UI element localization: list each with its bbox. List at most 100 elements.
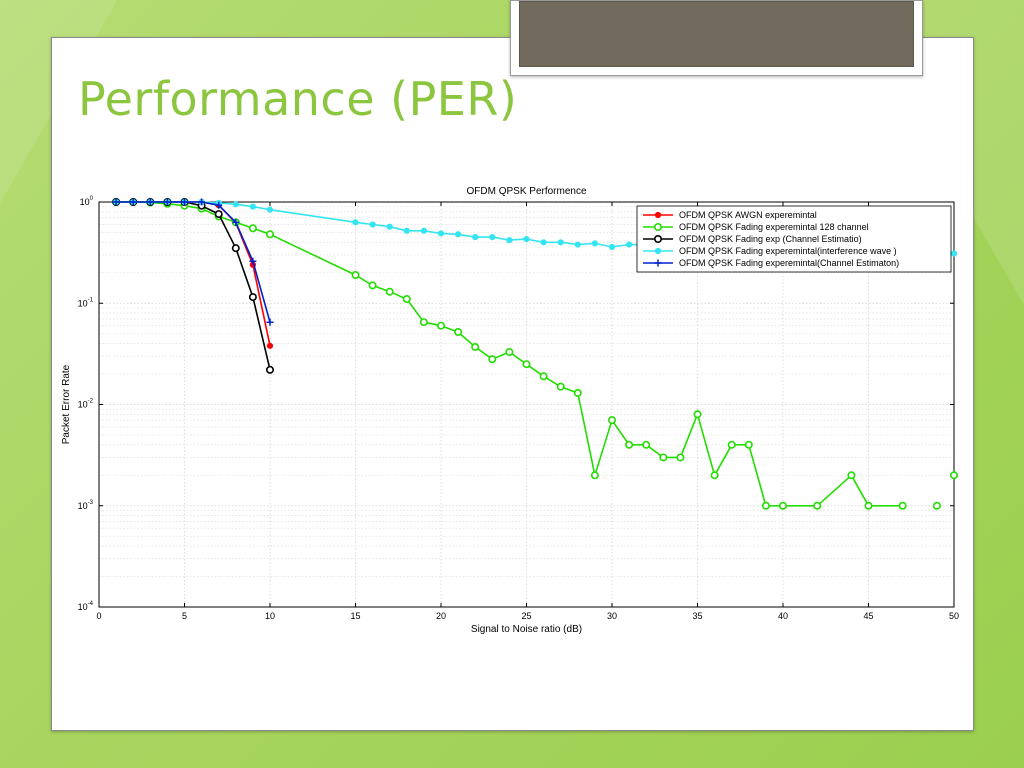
data-point (864, 501, 873, 510)
x-tick-label: 30 (607, 611, 617, 621)
data-point (608, 243, 616, 251)
x-tick-label: 0 (96, 611, 101, 621)
data-point (215, 201, 223, 209)
data-point (454, 328, 463, 337)
data-point (471, 342, 480, 351)
data-point (163, 198, 171, 206)
data-point (676, 453, 685, 462)
data-point (642, 440, 651, 449)
data-point (607, 416, 616, 425)
data-point (248, 224, 257, 233)
legend-entry: OFDM QPSK Fading exp (Channel Estimatio) (643, 234, 862, 244)
decorative-fill (519, 1, 914, 67)
y-tick-label: 100 (80, 196, 94, 207)
legend-label: OFDM QPSK Fading experemintal(Channel Es… (679, 258, 899, 268)
data-point (557, 239, 564, 246)
x-tick-label: 5 (182, 611, 187, 621)
x-tick-label: 25 (521, 611, 531, 621)
data-point (129, 198, 137, 206)
series-layer (112, 197, 958, 510)
data-point (420, 227, 428, 234)
data-point (654, 211, 662, 219)
data-point (950, 250, 958, 257)
data-point (351, 271, 360, 280)
data-point (403, 227, 410, 234)
data-point (898, 501, 907, 510)
x-tick-label: 35 (692, 611, 702, 621)
data-point (402, 295, 411, 304)
data-point (522, 360, 531, 369)
legend-entry: OFDM QPSK Fading experemintal(Channel Es… (643, 258, 899, 268)
data-point (710, 471, 719, 480)
series-line (116, 201, 903, 507)
x-tick-label: 45 (863, 611, 873, 621)
data-point (112, 198, 120, 206)
series-line (116, 201, 271, 323)
data-point (386, 223, 393, 230)
legend-label: OFDM QPSK AWGN experemintal (679, 210, 817, 220)
data-point (436, 321, 445, 330)
data-point (266, 230, 275, 239)
chart-title: OFDM QPSK Performence (466, 186, 586, 197)
data-point (653, 222, 662, 231)
x-tick-label: 40 (778, 611, 788, 621)
data-point (778, 501, 787, 510)
data-point (625, 241, 633, 248)
legend-entry: OFDM QPSK Fading experemintal(interferen… (643, 246, 897, 256)
data-point (539, 372, 548, 381)
data-point (369, 221, 376, 228)
data-point (181, 198, 188, 206)
data-point (489, 234, 496, 241)
data-point (761, 501, 770, 510)
x-axis-ticks: 0 5 10 15 20 25 30 35 40 45 50 (96, 202, 959, 621)
x-tick-label: 50 (949, 611, 959, 621)
data-point (653, 234, 662, 243)
x-tick-label: 15 (350, 611, 360, 621)
x-tick-label: 20 (436, 611, 446, 621)
data-point (385, 287, 394, 296)
data-point (249, 257, 257, 265)
data-point (949, 471, 958, 480)
data-point (248, 293, 257, 302)
data-point (556, 382, 565, 391)
data-point (488, 355, 497, 364)
data-point (625, 440, 634, 449)
data-point (744, 440, 753, 449)
y-tick-label: 10-3 (78, 500, 94, 511)
data-point (352, 219, 359, 226)
legend-label: OFDM QPSK Fading exp (Channel Estimatio) (679, 234, 862, 244)
data-point (505, 348, 514, 357)
data-point (437, 230, 445, 237)
data-point (590, 471, 599, 480)
data-point (523, 236, 530, 243)
legend-box (636, 205, 952, 273)
data-point (813, 501, 822, 510)
data-point (693, 410, 702, 419)
x-tick-label: 10 (265, 611, 275, 621)
data-point (368, 281, 377, 290)
data-point (146, 198, 154, 206)
data-point (266, 342, 274, 349)
data-point (472, 234, 479, 241)
per-chart: 0 5 10 15 20 25 30 35 40 45 50 100 10-1 10-2 10-3 10-4… (61, 186, 959, 635)
data-point (266, 318, 274, 326)
data-point (232, 218, 240, 226)
data-point (198, 198, 206, 206)
legend-entry: OFDM QPSK AWGN experemintal (643, 210, 817, 220)
y-axis-label: Packet Error Rate (61, 364, 72, 444)
data-point (232, 201, 239, 208)
grid (98, 202, 955, 608)
x-axis-label: Signal to Noise ratio (dB) (471, 624, 582, 635)
decorative-frame (510, 0, 923, 76)
data-point (654, 247, 662, 255)
legend-label: OFDM QPSK Fading experemintal 128 channe… (679, 222, 869, 232)
data-point (574, 241, 581, 248)
data-point (591, 240, 599, 247)
legend-label: OFDM QPSK Fading experemintal(interferen… (679, 246, 897, 256)
legend: OFDM QPSK AWGN experemintal OFDM QPSK Fad… (636, 205, 952, 273)
data-point (231, 244, 240, 253)
data-point (847, 471, 856, 480)
data-point (419, 318, 428, 327)
series-4 (112, 198, 274, 326)
slide-title: Performance (PER) (78, 72, 518, 126)
